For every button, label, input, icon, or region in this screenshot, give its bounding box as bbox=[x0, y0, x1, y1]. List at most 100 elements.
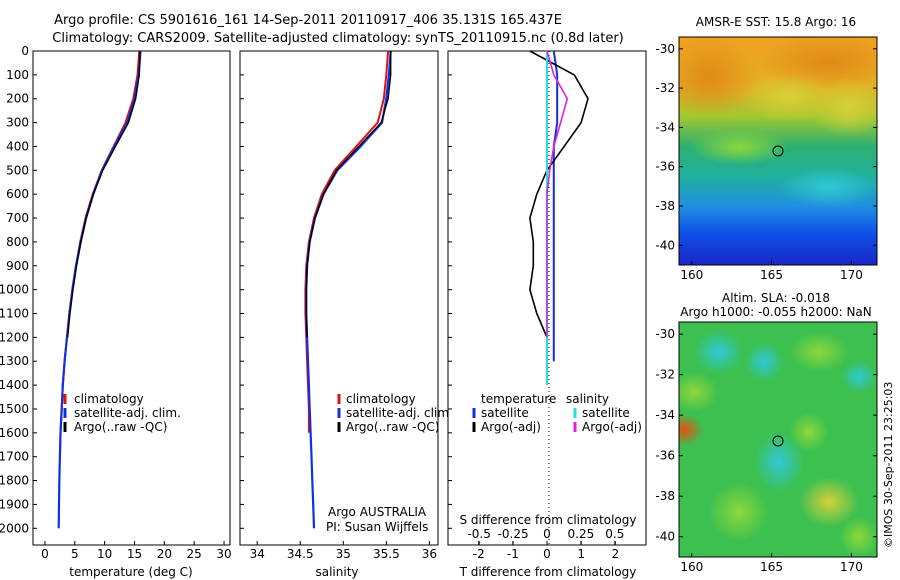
argo-location-marker bbox=[772, 145, 784, 157]
depth-tick-label: 1800 bbox=[0, 474, 29, 488]
depth-tick-label: 600 bbox=[6, 187, 29, 201]
depth-tick-label: 700 bbox=[6, 211, 29, 225]
legend-label-t-satellite: satellite bbox=[481, 406, 529, 420]
sst-map-frame bbox=[678, 36, 878, 266]
x-tick-label: 5 bbox=[71, 547, 79, 561]
difference-series bbox=[529, 50, 589, 386]
sst-map-image bbox=[679, 37, 877, 265]
series-line-argo-adj bbox=[546, 50, 569, 338]
lat-tick-label: -34 bbox=[655, 408, 675, 422]
salinity-y-ticks bbox=[240, 50, 244, 529]
lat-tick-label: -30 bbox=[655, 327, 675, 341]
sla-map: Altim. SLA: -0.018 Argo h1000: -0.055 h2… bbox=[655, 291, 878, 574]
figure-title-line1: Argo profile: CS 5901616_161 14-Sep-2011… bbox=[54, 13, 562, 28]
s-difference-xlabel: S difference from climatology bbox=[460, 513, 637, 527]
lon-tick-label: 160 bbox=[680, 560, 703, 574]
x-tick-label: 0 bbox=[41, 547, 49, 561]
legend-label-climatology: climatology bbox=[74, 392, 144, 406]
temperature-series bbox=[57, 50, 142, 529]
salinity-series bbox=[304, 50, 392, 529]
x-tick-label: 25 bbox=[187, 547, 202, 561]
lat-tick-label: -38 bbox=[655, 199, 675, 213]
sla-lon-axis: 160 165 170 bbox=[680, 553, 863, 574]
salinity-axes-frame bbox=[239, 50, 439, 546]
x-tick-label: -0.5 bbox=[467, 527, 490, 541]
legend-label-argo: Argo(..raw -QC) bbox=[74, 420, 167, 434]
principal-investigator-note: PI: Susan Wijffels bbox=[326, 520, 428, 534]
legend-label-s-argo: Argo(-adj) bbox=[582, 420, 642, 434]
x-tick-label: -2 bbox=[473, 547, 485, 561]
sla-map-title-line1: Altim. SLA: -0.018 bbox=[722, 291, 830, 305]
sla-map-image bbox=[679, 322, 877, 557]
depth-tick-label: 1000 bbox=[0, 283, 29, 297]
temperature-x-axis: 0 5 10 15 20 25 30 bbox=[41, 541, 232, 561]
lon-tick-label: 165 bbox=[760, 268, 783, 282]
x-tick-label: 20 bbox=[157, 547, 172, 561]
depth-tick-label: 1900 bbox=[0, 497, 29, 511]
x-tick-label: 35 bbox=[336, 547, 351, 561]
lat-tick-label: -40 bbox=[655, 238, 675, 252]
lat-tick-label: -30 bbox=[655, 42, 675, 56]
temperature-xlabel: temperature (deg C) bbox=[69, 565, 192, 579]
t-difference-xlabel: T difference from climatology bbox=[459, 565, 637, 579]
temperature-legend: climatology satellite-adj. clim. Argo(..… bbox=[63, 392, 181, 434]
salinity-x-axis: 34 34.5 35 35.5 36 bbox=[250, 541, 437, 561]
x-tick-label: 34.5 bbox=[287, 547, 314, 561]
depth-tick-label: 0 bbox=[21, 44, 29, 58]
depth-tick-label: 100 bbox=[6, 68, 29, 82]
sst-map-title: AMSR-E SST: 15.8 Argo: 16 bbox=[696, 15, 856, 29]
legend-head-temperature: temperature bbox=[481, 392, 556, 406]
legend-label-argo: Argo(..raw -QC) bbox=[346, 420, 439, 434]
depth-tick-label: 1400 bbox=[0, 378, 29, 392]
x-tick-label: 1 bbox=[577, 547, 585, 561]
depth-tick-label: 1300 bbox=[0, 354, 29, 368]
difference-legend: temperature salinity satellite Argo(-adj… bbox=[472, 392, 642, 434]
salinity-legend: climatology satellite-adj. clim. Argo(..… bbox=[337, 392, 453, 434]
depth-tick-label: 800 bbox=[6, 235, 29, 249]
x-tick-label: 0 bbox=[543, 547, 551, 561]
lon-tick-label: 170 bbox=[840, 560, 863, 574]
argo-program-note: Argo AUSTRALIA bbox=[328, 505, 427, 519]
difference-panel: -2 -1 0 1 2 -0.5 -0.25 0 0.25 0.5 S difference f… bbox=[447, 50, 647, 579]
legend-label-satellite: satellite-adj. clim. bbox=[74, 406, 181, 420]
x-tick-label: -1 bbox=[507, 547, 519, 561]
depth-tick-label: 400 bbox=[6, 139, 29, 153]
depth-tick-label: 200 bbox=[6, 92, 29, 106]
sst-lat-axis: -30 -32 -34 -36 -38 -40 bbox=[655, 42, 877, 252]
x-tick-label: 0.25 bbox=[568, 527, 595, 541]
depth-tick-label: 1700 bbox=[0, 450, 29, 464]
temperature-panel: 0100200300400500600700800900100011001200… bbox=[0, 44, 232, 579]
x-tick-label: 10 bbox=[97, 547, 112, 561]
lat-tick-label: -32 bbox=[655, 368, 675, 382]
imos-timestamp: ©IMOS 30-Sep-2011 23:25:03 bbox=[882, 382, 895, 548]
depth-tick-label: 500 bbox=[6, 163, 29, 177]
lat-tick-label: -40 bbox=[655, 530, 675, 544]
depth-tick-label: 1100 bbox=[0, 307, 29, 321]
x-tick-label: -0.25 bbox=[498, 527, 529, 541]
series-line-argo-raw-qc bbox=[305, 51, 392, 338]
sla-map-frame bbox=[678, 321, 878, 558]
lon-tick-label: 165 bbox=[760, 560, 783, 574]
x-tick-label: 34 bbox=[250, 547, 265, 561]
legend-head-salinity: salinity bbox=[566, 392, 609, 406]
depth-axis: 0 100 200 300 400 500 600 700 800 900 1000 1100 1200… bbox=[0, 44, 37, 535]
legend-label-climatology: climatology bbox=[346, 392, 416, 406]
lat-tick-label: -34 bbox=[655, 120, 675, 134]
series-line-argo-adj bbox=[529, 50, 589, 338]
salinity-xlabel: salinity bbox=[315, 565, 358, 579]
s-difference-x-axis: -0.5 -0.25 0 0.25 0.5 bbox=[467, 527, 624, 545]
depth-tick-label: 1500 bbox=[0, 402, 29, 416]
lat-tick-label: -36 bbox=[655, 449, 675, 463]
x-tick-label: 0.5 bbox=[605, 527, 624, 541]
difference-y-ticks bbox=[448, 50, 452, 529]
legend-label-satellite: satellite-adj. clim. bbox=[346, 406, 453, 420]
lat-tick-label: -32 bbox=[655, 81, 675, 95]
x-tick-label: 0 bbox=[543, 527, 551, 541]
lon-tick-label: 170 bbox=[840, 268, 863, 282]
series-line-satellite bbox=[552, 50, 559, 362]
x-tick-label: 15 bbox=[127, 547, 142, 561]
depth-tick-label: 900 bbox=[6, 259, 29, 273]
x-tick-label: 30 bbox=[216, 547, 231, 561]
sla-lat-axis: -30 -32 -34 -36 -38 -40 bbox=[655, 327, 877, 544]
